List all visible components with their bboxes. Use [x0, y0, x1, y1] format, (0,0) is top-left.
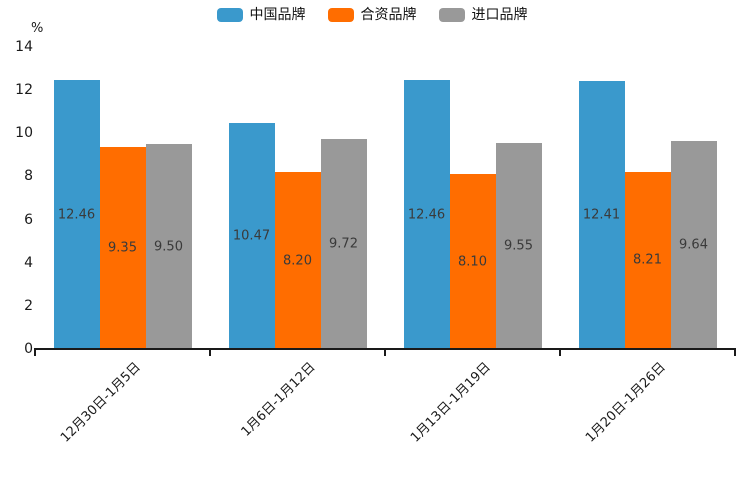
x-category-label: 1月6日-1月12日: [238, 359, 319, 440]
bar-value-label: 8.10: [458, 254, 487, 270]
y-tick-label: 4: [24, 254, 33, 271]
bar-value-label: 8.21: [633, 252, 662, 268]
y-tick-label: 8: [24, 168, 33, 185]
bar-合资品牌-group2: 8.20: [274, 172, 321, 349]
y-tick-label: 0: [24, 341, 33, 357]
legend-swatch-icon: [438, 8, 465, 22]
bar-value-label: 9.64: [679, 237, 708, 253]
bar-value-label: 12.46: [57, 207, 96, 223]
bar-value-label: 9.55: [504, 238, 533, 254]
legend-item-1: 中国品牌: [216, 7, 306, 23]
bar-中国品牌-group3: 12.46: [403, 80, 450, 349]
bar-进口品牌-group2: 9.72: [320, 139, 367, 349]
bar-合资品牌-group4: 8.21: [624, 171, 671, 349]
legend-swatch-icon: [216, 8, 243, 22]
y-tick-label: 12: [15, 82, 33, 99]
bar-进口品牌-group3: 9.55: [495, 142, 542, 349]
y-tick-label: 10: [15, 125, 33, 142]
x-axis-tick: [734, 349, 736, 356]
legend-swatch-icon: [327, 8, 354, 22]
bar-进口品牌-group1: 9.50: [145, 144, 192, 349]
x-category-label: 1月20日-1月26日: [583, 359, 669, 446]
legend-label: 合资品牌: [360, 7, 417, 23]
bar-value-label: 12.41: [582, 207, 621, 223]
legend-item-2: 合资品牌: [327, 7, 417, 23]
legend-label: 中国品牌: [249, 7, 306, 23]
x-axis-tick: [34, 349, 36, 356]
bar-value-label: 9.35: [108, 240, 137, 256]
bar-value-label: 9.50: [154, 239, 183, 255]
x-axis-tick: [559, 349, 561, 356]
bar-中国品牌-group1: 12.46: [53, 80, 100, 349]
bar-value-label: 10.47: [232, 228, 271, 244]
y-tick-label: 14: [15, 39, 33, 55]
bar-value-label: 9.72: [329, 236, 358, 252]
bar-合资品牌-group3: 8.10: [449, 174, 496, 349]
chart-legend: 中国品牌 合资品牌 进口品牌: [0, 8, 744, 22]
legend-item-3: 进口品牌: [438, 7, 528, 23]
legend-label: 进口品牌: [471, 7, 528, 23]
x-axis-tick: [209, 349, 211, 356]
bar-合资品牌-group1: 9.35: [99, 147, 146, 349]
bar-进口品牌-group4: 9.64: [670, 141, 717, 349]
bar-中国品牌-group4: 12.41: [578, 81, 625, 349]
bar-中国品牌-group2: 10.47: [228, 123, 275, 349]
bar-value-label: 12.46: [407, 207, 446, 223]
x-category-label: 12月30日-1月5日: [58, 359, 144, 446]
y-tick-label: 2: [24, 297, 33, 314]
bar-value-label: 8.20: [283, 253, 312, 269]
y-axis-unit-label: %: [31, 21, 44, 36]
x-category-label: 1月13日-1月19日: [408, 359, 494, 446]
x-axis-tick: [384, 349, 386, 356]
y-tick-label: 6: [24, 211, 33, 228]
